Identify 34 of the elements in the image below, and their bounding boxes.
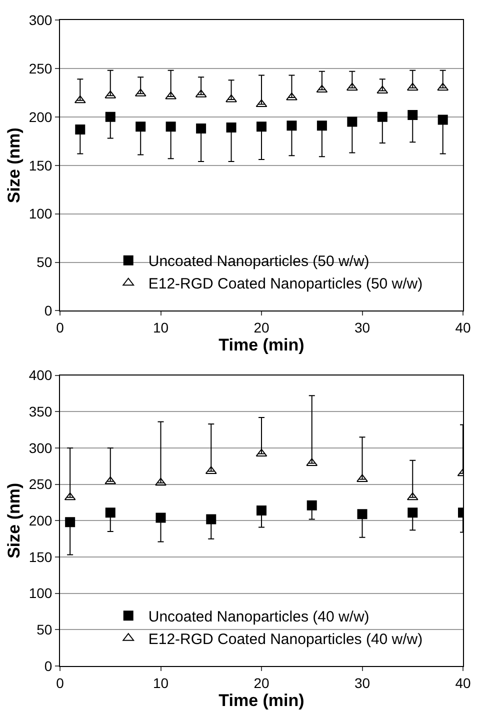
y-tick-label: 400 <box>28 367 52 384</box>
y-tick-label: 250 <box>28 476 52 492</box>
y-tick-label: 50 <box>36 254 52 270</box>
y-tick-label: 100 <box>28 585 52 602</box>
x-tick-label: 40 <box>455 320 471 336</box>
legend-label: Uncoated Nanoparticles (50 w/w) <box>148 253 370 270</box>
y-tick-label: 0 <box>44 302 52 319</box>
x-tick-label: 30 <box>354 320 370 336</box>
x-tick-label: 0 <box>56 320 64 336</box>
x-tick-label: 10 <box>152 320 169 336</box>
y-tick-label: 200 <box>28 512 52 529</box>
y-tick-label: 150 <box>28 157 52 174</box>
y-tick-label: 250 <box>28 60 52 76</box>
y-tick-label: 300 <box>28 440 52 456</box>
x-tick-label: 10 <box>152 674 169 691</box>
x-axis-title: Time (min) <box>218 336 304 354</box>
legend-label: E12-RGD Coated Nanoparticles (50 w/w) <box>148 276 423 293</box>
y-axis-title: Size (nm) <box>4 482 24 558</box>
y-tick-label: 0 <box>44 658 52 674</box>
legend-label: E12-RGD Coated Nanoparticles (40 w/w) <box>148 630 423 648</box>
x-tick-label: 40 <box>455 674 471 691</box>
x-axis-title: Time (min) <box>218 690 304 710</box>
y-tick-label: 200 <box>28 108 52 125</box>
y-tick-label: 300 <box>28 12 52 28</box>
y-tick-label: 350 <box>28 404 52 420</box>
x-tick-label: 20 <box>254 674 270 691</box>
y-axis-title: Size (nm) <box>4 128 24 204</box>
y-tick-label: 150 <box>28 548 52 565</box>
y-tick-label: 50 <box>36 622 52 638</box>
y-tick-label: 100 <box>28 206 52 222</box>
x-tick-label: 30 <box>354 674 370 691</box>
x-tick-label: 20 <box>254 320 270 336</box>
legend-label: Uncoated Nanoparticles (40 w/w) <box>148 608 370 626</box>
x-tick-label: 0 <box>56 674 64 691</box>
